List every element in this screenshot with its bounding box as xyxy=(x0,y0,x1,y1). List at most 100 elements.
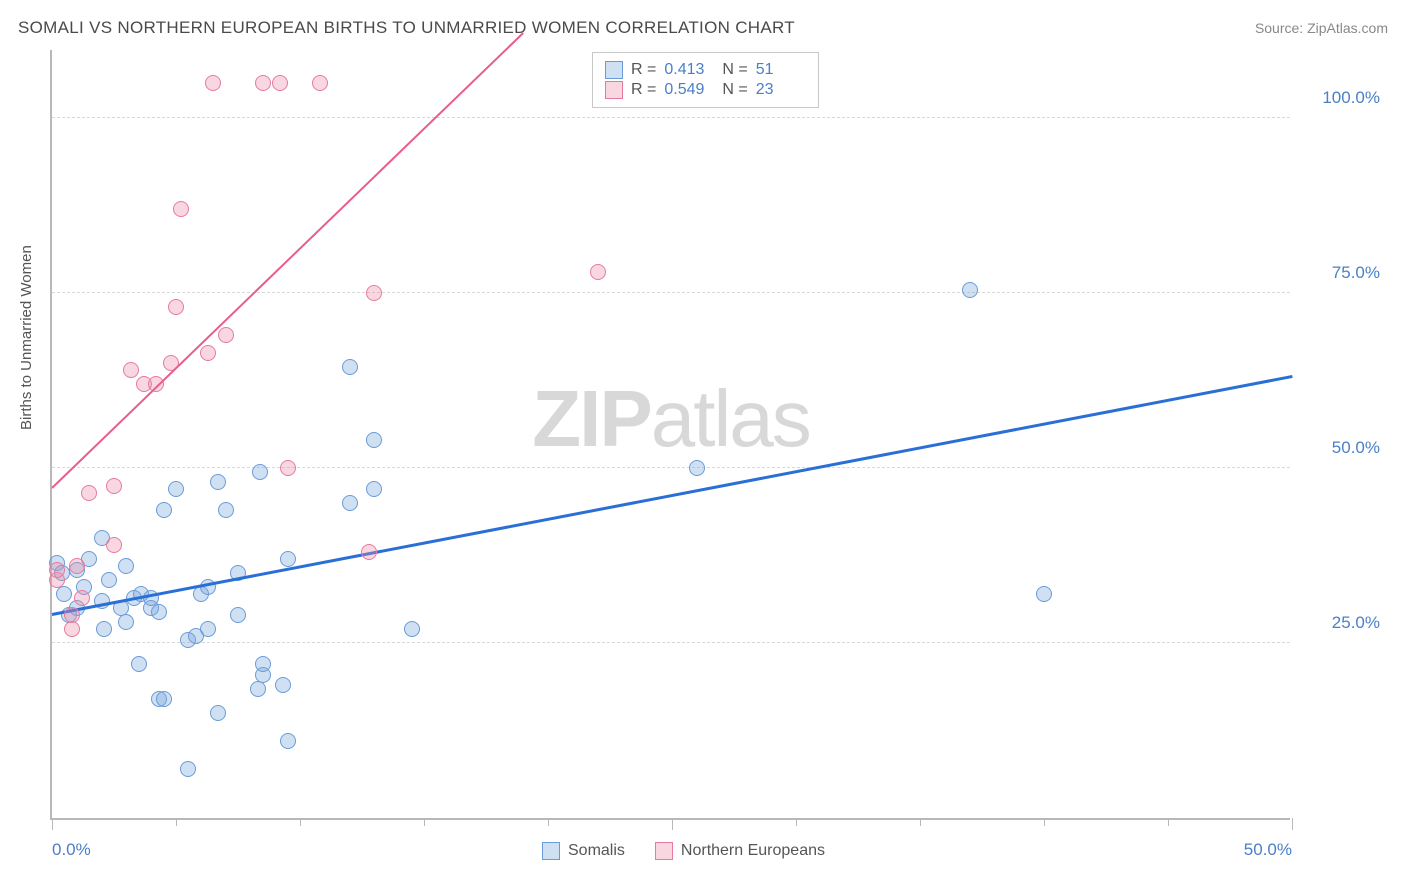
legend-swatch xyxy=(605,61,623,79)
trend-line xyxy=(52,375,1292,615)
data-point xyxy=(131,656,147,672)
data-point xyxy=(342,359,358,375)
x-tick-minor xyxy=(796,818,797,826)
data-point xyxy=(218,502,234,518)
x-tick-minor xyxy=(176,818,177,826)
data-point xyxy=(272,75,288,91)
data-point xyxy=(168,481,184,497)
data-point xyxy=(1036,586,1052,602)
source-label: Source: ZipAtlas.com xyxy=(1255,20,1388,36)
legend-series: Somalis Northern Europeans xyxy=(542,842,825,860)
data-point xyxy=(366,432,382,448)
legend-stat-row: R = 0.413 N = 51 xyxy=(605,61,806,79)
legend-swatch xyxy=(655,842,673,860)
legend-item: Somalis xyxy=(542,842,625,860)
chart-title: SOMALI VS NORTHERN EUROPEAN BIRTHS TO UN… xyxy=(18,18,795,38)
data-point xyxy=(689,460,705,476)
legend-r-value: 0.413 xyxy=(664,61,714,79)
data-point xyxy=(64,621,80,637)
data-point xyxy=(123,362,139,378)
data-point xyxy=(118,558,134,574)
legend-r-label: R = xyxy=(631,61,656,79)
data-point xyxy=(366,481,382,497)
y-axis-label: Births to Unmarried Women xyxy=(18,245,35,430)
data-point xyxy=(252,464,268,480)
legend-stats: R = 0.413 N = 51 R = 0.549 N = 23 xyxy=(592,52,819,108)
data-point xyxy=(280,733,296,749)
x-tick-minor xyxy=(1168,818,1169,826)
data-point xyxy=(69,558,85,574)
gridline-h xyxy=(52,292,1290,293)
header: SOMALI VS NORTHERN EUROPEAN BIRTHS TO UN… xyxy=(18,18,1388,38)
y-tick-label: 100.0% xyxy=(1300,88,1380,108)
data-point xyxy=(173,201,189,217)
data-point xyxy=(275,677,291,693)
data-point xyxy=(210,705,226,721)
data-point xyxy=(342,495,358,511)
data-point xyxy=(230,607,246,623)
data-point xyxy=(255,656,271,672)
plot-area: ZIPatlas R =0.413N =51R =0.549N =23 Soma… xyxy=(50,50,1290,820)
legend-stat-row: R = 0.549 N = 23 xyxy=(605,81,806,99)
data-point xyxy=(366,285,382,301)
data-point xyxy=(56,586,72,602)
data-point xyxy=(962,282,978,298)
x-tick-major xyxy=(1292,818,1293,830)
data-point xyxy=(312,75,328,91)
trend-line xyxy=(51,32,524,488)
data-point xyxy=(156,691,172,707)
data-point xyxy=(156,502,172,518)
gridline-h xyxy=(52,642,1290,643)
x-tick-major xyxy=(672,818,673,830)
legend-label: Northern Europeans xyxy=(681,842,825,860)
data-point xyxy=(106,478,122,494)
watermark-rest: atlas xyxy=(651,374,810,463)
legend-r-label: R = xyxy=(631,81,656,99)
legend-item: Northern Europeans xyxy=(655,842,825,860)
watermark: ZIPatlas xyxy=(532,373,809,465)
x-tick-minor xyxy=(300,818,301,826)
legend-label: Somalis xyxy=(568,842,625,860)
x-tick-minor xyxy=(920,818,921,826)
x-tick-major xyxy=(52,818,53,830)
data-point xyxy=(361,544,377,560)
legend-n-label: N = xyxy=(722,81,747,99)
data-point xyxy=(118,614,134,630)
x-tick-label: 50.0% xyxy=(1244,840,1292,860)
data-point xyxy=(210,474,226,490)
data-point xyxy=(280,551,296,567)
y-tick-label: 50.0% xyxy=(1300,438,1380,458)
data-point xyxy=(96,621,112,637)
watermark-bold: ZIP xyxy=(532,374,650,463)
gridline-h xyxy=(52,117,1290,118)
y-tick-label: 75.0% xyxy=(1300,263,1380,283)
data-point xyxy=(101,572,117,588)
data-point xyxy=(205,75,221,91)
data-point xyxy=(200,345,216,361)
x-tick-minor xyxy=(424,818,425,826)
x-tick-minor xyxy=(548,818,549,826)
data-point xyxy=(250,681,266,697)
x-tick-label: 0.0% xyxy=(52,840,91,860)
data-point xyxy=(404,621,420,637)
data-point xyxy=(49,562,65,578)
data-point xyxy=(81,485,97,501)
data-point xyxy=(180,761,196,777)
legend-n-value: 51 xyxy=(756,61,806,79)
data-point xyxy=(74,590,90,606)
data-point xyxy=(106,537,122,553)
data-point xyxy=(280,460,296,476)
legend-r-value: 0.549 xyxy=(664,81,714,99)
legend-swatch xyxy=(605,81,623,99)
data-point xyxy=(590,264,606,280)
legend-n-value: 23 xyxy=(756,81,806,99)
data-point xyxy=(168,299,184,315)
data-point xyxy=(200,621,216,637)
data-point xyxy=(151,604,167,620)
data-point xyxy=(218,327,234,343)
legend-n-label: N = xyxy=(722,61,747,79)
y-tick-label: 25.0% xyxy=(1300,613,1380,633)
x-tick-minor xyxy=(1044,818,1045,826)
gridline-h xyxy=(52,467,1290,468)
data-point xyxy=(255,75,271,91)
